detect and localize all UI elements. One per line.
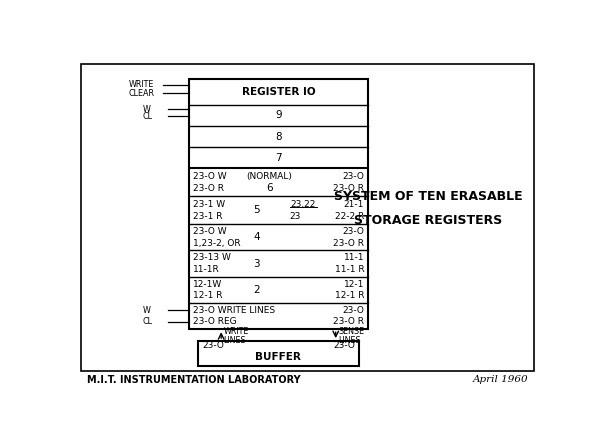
Text: 23-O R: 23-O R: [193, 184, 224, 193]
Text: 12-1 R: 12-1 R: [193, 291, 222, 300]
Text: 12-1: 12-1: [344, 279, 364, 289]
Text: REGISTER IO: REGISTER IO: [242, 87, 315, 97]
Text: M.I.T. INSTRUMENTATION LABORATORY: M.I.T. INSTRUMENTATION LABORATORY: [86, 375, 300, 385]
Text: 11-1R: 11-1R: [193, 265, 220, 274]
Text: 8: 8: [275, 132, 282, 142]
Text: 23-O: 23-O: [343, 172, 364, 181]
Text: 23-O REG: 23-O REG: [193, 317, 236, 327]
Text: April 1960: April 1960: [473, 375, 529, 384]
Text: CL: CL: [142, 317, 152, 327]
Text: 7: 7: [275, 153, 282, 163]
Text: CLEAR: CLEAR: [128, 89, 154, 98]
Text: 2: 2: [254, 285, 260, 295]
Text: (NORMAL): (NORMAL): [247, 172, 292, 181]
Bar: [198, 341, 359, 366]
Text: 5: 5: [254, 205, 260, 215]
Text: STORAGE REGISTERS: STORAGE REGISTERS: [354, 214, 503, 227]
Text: 12-1 R: 12-1 R: [335, 291, 364, 300]
Text: 22-2 R: 22-2 R: [335, 212, 364, 221]
Text: W: W: [142, 306, 151, 315]
Text: WRITE: WRITE: [128, 80, 154, 89]
Text: 11-1: 11-1: [344, 253, 364, 262]
Text: 23-O R: 23-O R: [333, 184, 364, 193]
Text: BUFFER: BUFFER: [256, 352, 301, 361]
Text: 23-O: 23-O: [202, 341, 224, 350]
Text: 23: 23: [289, 212, 300, 221]
Text: 23-13 W: 23-13 W: [193, 253, 230, 262]
Text: 11-1 R: 11-1 R: [335, 265, 364, 274]
Text: 23-O WRITE LINES: 23-O WRITE LINES: [193, 306, 275, 315]
Text: LINES: LINES: [338, 336, 361, 345]
Text: SENSE: SENSE: [338, 327, 364, 336]
Text: 23-O W: 23-O W: [193, 227, 226, 236]
Text: 4: 4: [254, 232, 260, 242]
Text: WRITE: WRITE: [223, 327, 249, 336]
Text: 1,23-2, OR: 1,23-2, OR: [193, 238, 240, 248]
Text: CL: CL: [142, 112, 152, 121]
Bar: [189, 79, 368, 329]
Text: 23,22: 23,22: [291, 200, 316, 208]
Text: 23-O: 23-O: [343, 306, 364, 315]
Text: 23-1 R: 23-1 R: [193, 212, 222, 221]
Text: LINES: LINES: [223, 336, 246, 345]
Text: 23-O R: 23-O R: [333, 317, 364, 327]
Text: 23-O W: 23-O W: [193, 172, 226, 181]
Text: 12-1W: 12-1W: [193, 279, 222, 289]
Text: 23-1 W: 23-1 W: [193, 200, 225, 208]
Text: SYSTEM OF TEN ERASABLE: SYSTEM OF TEN ERASABLE: [334, 190, 523, 203]
Text: 23-O R: 23-O R: [333, 238, 364, 248]
Text: 23-O: 23-O: [333, 341, 355, 350]
Text: 6: 6: [266, 184, 273, 194]
Text: W: W: [142, 105, 151, 114]
Text: 3: 3: [254, 259, 260, 269]
Text: 23-O: 23-O: [343, 227, 364, 236]
Text: 21-1: 21-1: [344, 200, 364, 208]
Text: 9: 9: [275, 110, 282, 120]
